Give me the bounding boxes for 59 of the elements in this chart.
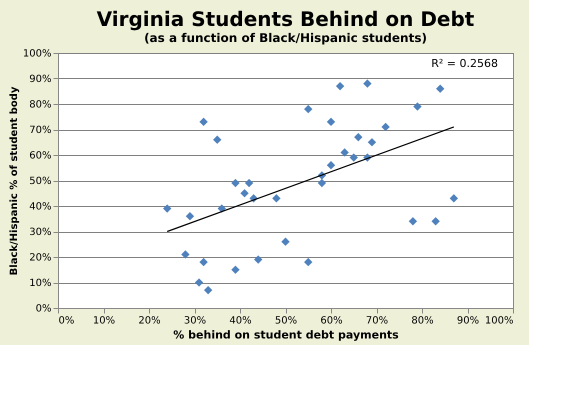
- point: [326, 118, 336, 126]
- point: [186, 212, 194, 220]
- y-tick-label: 90%: [29, 74, 52, 85]
- point: [213, 136, 222, 144]
- point: [368, 138, 376, 146]
- point: [199, 118, 208, 126]
- point: [231, 178, 240, 188]
- point: [363, 79, 372, 88]
- y-tick-label: 50%: [29, 176, 52, 187]
- point: [204, 286, 212, 294]
- x-tick-label: 60%: [320, 316, 343, 326]
- chart-subtitle: (as a function of Black/Hispanic students): [144, 31, 427, 45]
- y-tick-label: 30%: [29, 227, 52, 238]
- point: [254, 255, 262, 264]
- y-tick-label: 20%: [29, 252, 52, 264]
- x-tick-label: 100%: [484, 316, 514, 326]
- point: [181, 250, 190, 259]
- y-tick-label: 70%: [29, 125, 52, 136]
- point: [408, 217, 418, 226]
- y-tick-label: 0%: [36, 304, 52, 314]
- point: [354, 132, 362, 142]
- x-axis-title: % behind on student debt payments: [173, 328, 400, 342]
- x-tick-label: 0%: [58, 316, 74, 326]
- x-tick-label: 40%: [229, 316, 252, 326]
- x-tick-label: 50%: [274, 316, 298, 326]
- x-tick-label: 10%: [92, 316, 116, 326]
- x-tick-label: 80%: [411, 316, 434, 326]
- y-tick-label: 100%: [22, 48, 52, 60]
- point: [381, 122, 390, 132]
- annotation: R² = 0.2568: [431, 57, 498, 70]
- y-tick-label: 80%: [29, 100, 52, 110]
- point: [231, 266, 240, 274]
- chart-title: Virginia Students Behind on Debt: [96, 7, 475, 31]
- y-tick-label: 60%: [29, 150, 52, 162]
- y-tick-label: 10%: [29, 278, 52, 289]
- x-tick-label: 90%: [456, 316, 480, 326]
- point: [194, 278, 204, 287]
- point: [326, 161, 336, 170]
- x-tick-label: 30%: [184, 316, 206, 326]
- point: [413, 102, 422, 111]
- y-axis-title: Black/Hispanic % of student body: [8, 86, 20, 276]
- x-tick-label: 20%: [138, 316, 161, 326]
- point: [340, 148, 349, 157]
- point: [350, 153, 358, 162]
- point: [240, 189, 249, 198]
- x-tick-label: 70%: [366, 316, 388, 326]
- point: [272, 194, 281, 203]
- point: [318, 178, 326, 188]
- point: [304, 258, 312, 266]
- point: [336, 82, 344, 90]
- point: [450, 194, 458, 203]
- point: [199, 258, 208, 266]
- point: [244, 178, 254, 188]
- point: [431, 217, 440, 226]
- point: [163, 204, 172, 213]
- point: [304, 104, 312, 114]
- y-tick-label: 40%: [29, 202, 52, 212]
- point: [281, 238, 290, 246]
- point: [436, 84, 444, 93]
